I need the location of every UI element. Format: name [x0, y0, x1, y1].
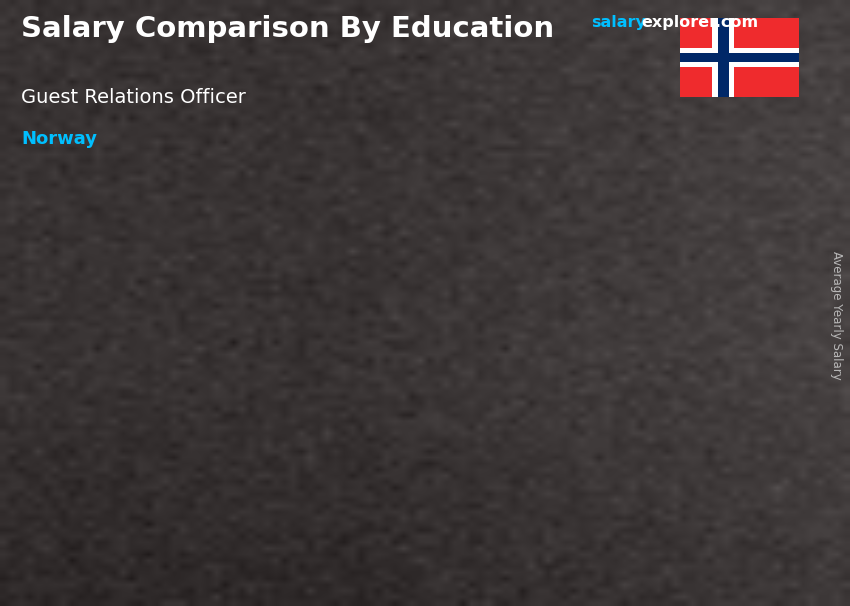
Polygon shape [445, 325, 465, 521]
Text: 160,000 NOK: 160,000 NOK [348, 298, 460, 313]
Polygon shape [573, 195, 666, 521]
Text: 102,000 NOK: 102,000 NOK [120, 368, 232, 383]
Text: Bachelor’s
Degree: Bachelor’s Degree [570, 543, 669, 585]
Polygon shape [573, 192, 686, 195]
Text: High School: High School [122, 543, 233, 561]
Polygon shape [131, 398, 224, 521]
Polygon shape [131, 396, 244, 398]
Text: 269,000 NOK: 269,000 NOK [694, 165, 808, 181]
Text: +57%: +57% [246, 254, 331, 280]
Text: salary: salary [591, 15, 646, 30]
Bar [712, 18, 734, 97]
Polygon shape [352, 327, 445, 521]
Text: Guest Relations Officer: Guest Relations Officer [21, 88, 246, 107]
Text: explorer.com: explorer.com [642, 15, 759, 30]
Text: Average Yearly Salary: Average Yearly Salary [830, 251, 843, 379]
Polygon shape [352, 325, 465, 327]
Polygon shape [666, 192, 686, 521]
Text: Norway: Norway [21, 130, 97, 148]
Text: +68%: +68% [467, 122, 552, 148]
Bar [680, 53, 799, 62]
Polygon shape [224, 396, 244, 521]
Bar [680, 48, 799, 67]
Bar [718, 18, 728, 97]
Text: Salary Comparison By Education: Salary Comparison By Education [21, 15, 554, 43]
Text: Certificate or
Diploma: Certificate or Diploma [337, 543, 461, 585]
